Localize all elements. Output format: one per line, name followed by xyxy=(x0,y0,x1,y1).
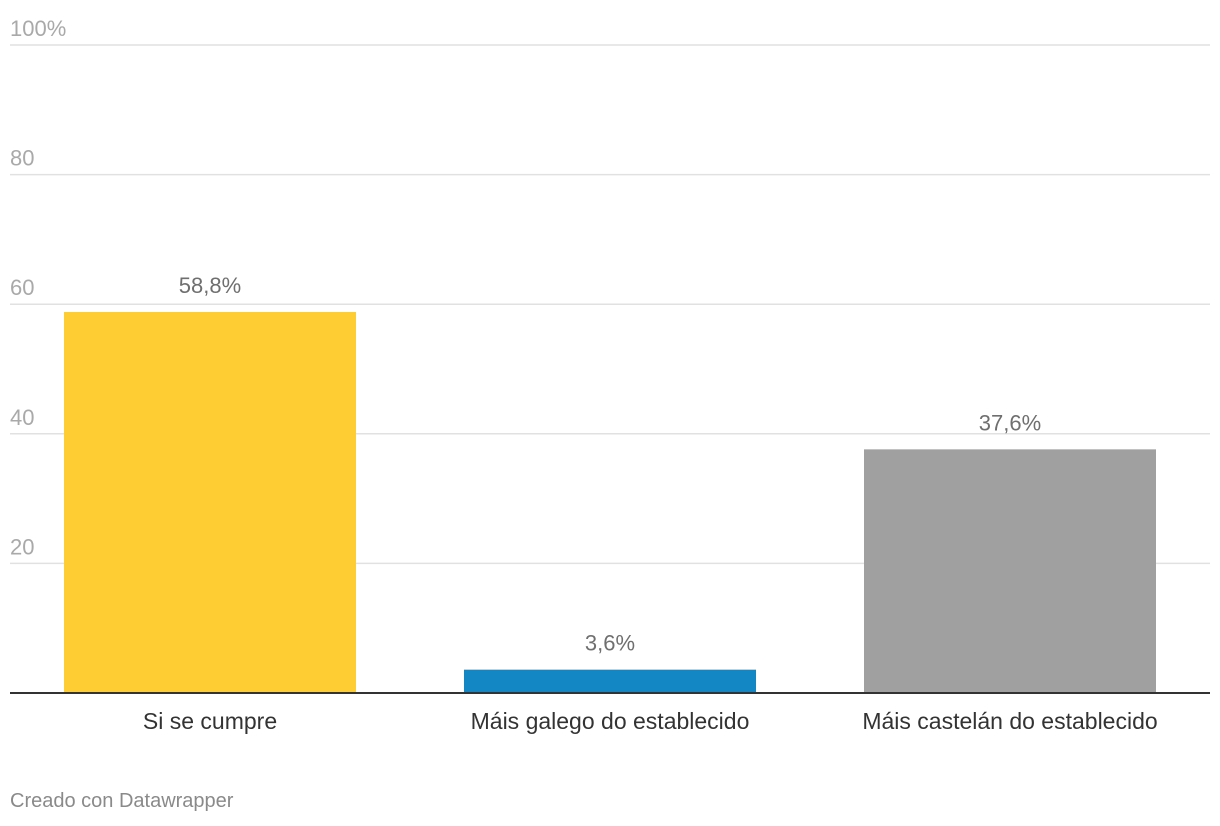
y-tick-label-40: 40 xyxy=(10,405,34,430)
y-tick-label-60: 60 xyxy=(10,275,34,300)
bar-mais-castelan-do-establecido xyxy=(864,449,1156,693)
y-tick-label-100: 100% xyxy=(10,16,66,41)
credit-text: Creado con Datawrapper xyxy=(10,790,234,812)
value-label-mais-castelan-do-establecido: 37,6% xyxy=(979,410,1041,435)
value-label-mais-galego-do-establecido: 3,6% xyxy=(585,631,635,656)
bar-mais-galego-do-establecido xyxy=(464,669,756,693)
category-label-mais-castelan-do-establecido: Máis castelán do establecido xyxy=(862,708,1157,734)
category-label-mais-galego-do-establecido: Máis galego do establecido xyxy=(471,708,750,734)
y-tick-label-20: 20 xyxy=(10,534,34,559)
labels: 20 40 60 80 100% 58,8% Si se cumpre 3,6% Máis ga… xyxy=(10,16,1158,734)
y-tick-label-80: 80 xyxy=(10,146,34,171)
bars xyxy=(64,311,1156,693)
bar-si-se-cumpre xyxy=(64,311,356,693)
category-label-si-se-cumpre: Si se cumpre xyxy=(143,708,277,734)
value-label-si-se-cumpre: 58,8% xyxy=(179,273,241,298)
